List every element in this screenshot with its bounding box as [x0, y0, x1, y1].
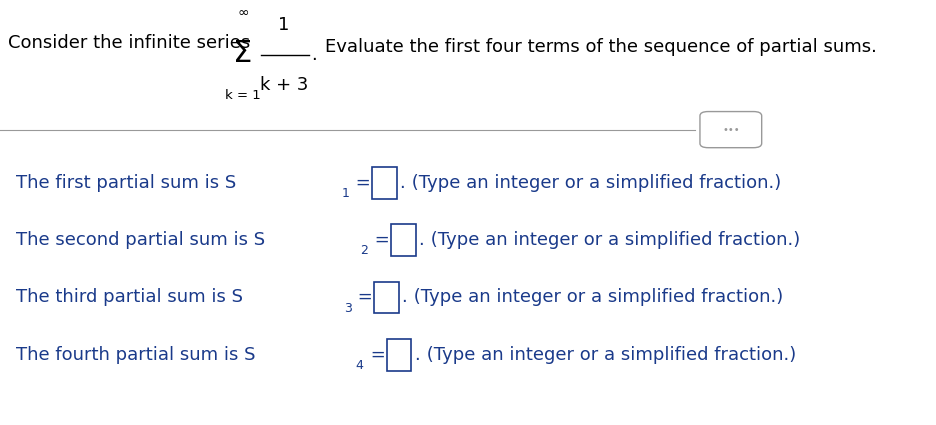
Text: The first partial sum is S: The first partial sum is S: [17, 174, 237, 192]
Text: 1: 1: [342, 187, 349, 200]
Text: k + 3: k + 3: [260, 76, 308, 94]
Text: k = 1: k = 1: [225, 89, 260, 102]
Text: The third partial sum is S: The third partial sum is S: [17, 289, 243, 306]
Text: •••: •••: [722, 125, 739, 135]
Text: 2: 2: [360, 244, 369, 257]
FancyBboxPatch shape: [374, 282, 399, 314]
Text: 3: 3: [344, 302, 352, 314]
Text: ∞: ∞: [237, 6, 249, 20]
Text: The second partial sum is S: The second partial sum is S: [17, 231, 266, 249]
Text: (Type an integer or a simplified fraction.): (Type an integer or a simplified fractio…: [420, 346, 796, 364]
Text: 4: 4: [356, 359, 363, 372]
Text: .: .: [399, 174, 405, 192]
Text: Σ: Σ: [233, 39, 253, 68]
Text: =: =: [350, 174, 371, 192]
Text: 1: 1: [278, 17, 289, 34]
Text: =: =: [369, 231, 389, 249]
Text: (Type an integer or a simplified fraction.): (Type an integer or a simplified fractio…: [425, 231, 800, 249]
Text: Evaluate the first four terms of the sequence of partial sums.: Evaluate the first four terms of the seq…: [325, 38, 877, 56]
Text: =: =: [365, 346, 386, 364]
FancyBboxPatch shape: [700, 112, 762, 148]
Text: (Type an integer or a simplified fraction.): (Type an integer or a simplified fractio…: [408, 289, 783, 306]
FancyBboxPatch shape: [372, 167, 397, 199]
Text: .: .: [311, 46, 317, 64]
Text: (Type an integer or a simplified fraction.): (Type an integer or a simplified fractio…: [405, 174, 781, 192]
Text: Consider the infinite series: Consider the infinite series: [8, 34, 251, 51]
FancyBboxPatch shape: [387, 339, 412, 371]
Text: The fourth partial sum is S: The fourth partial sum is S: [17, 346, 256, 364]
Text: .: .: [414, 346, 419, 364]
Text: .: .: [418, 231, 424, 249]
FancyBboxPatch shape: [391, 224, 416, 256]
Text: =: =: [352, 289, 373, 306]
Text: .: .: [402, 289, 407, 306]
